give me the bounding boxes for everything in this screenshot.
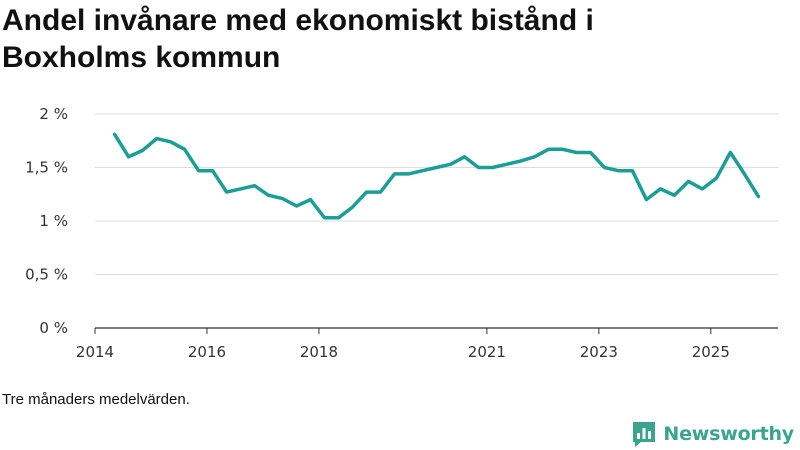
data-point <box>421 169 424 172</box>
series-layer <box>112 132 761 220</box>
chart-title: Andel invånare med ekonomiskt bistånd i … <box>2 2 792 76</box>
data-point <box>351 205 354 209</box>
data-point <box>365 190 368 194</box>
data-point <box>169 140 172 144</box>
chart-title-line-1: Andel invånare med ekonomiskt bistånd i <box>2 4 594 37</box>
data-point <box>729 151 732 154</box>
data-point <box>701 187 704 191</box>
newsworthy-logo-icon <box>633 422 656 447</box>
data-point <box>309 198 312 201</box>
x-tick-label: 2021 <box>468 343 506 361</box>
data-point <box>127 155 130 158</box>
series-line <box>112 132 761 220</box>
data-point <box>575 151 578 154</box>
data-point <box>225 190 228 194</box>
data-point <box>253 184 256 187</box>
data-point <box>141 149 144 152</box>
data-point <box>281 197 284 200</box>
data-point <box>477 166 480 169</box>
chart-footnote: Tre månaders medelvärden. <box>2 391 190 408</box>
brand-logo: Newsworthy <box>631 418 794 450</box>
x-tick-label: 2014 <box>76 343 114 361</box>
data-point <box>603 166 606 169</box>
data-point <box>183 148 186 151</box>
data-point <box>687 180 690 183</box>
y-tick-label: 1,5 % <box>25 159 68 177</box>
data-point <box>659 187 662 191</box>
data-point <box>379 190 382 194</box>
x-axis: 2014 2016 2018 2021 2023 2025 <box>76 327 778 361</box>
data-point <box>547 148 550 151</box>
y-tick-label: 0,5 % <box>25 266 68 284</box>
data-point <box>239 187 242 191</box>
data-point <box>449 163 452 166</box>
data-point <box>505 163 508 166</box>
data-point <box>435 166 438 169</box>
data-point <box>645 198 648 201</box>
x-tick-label: 2016 <box>188 343 226 361</box>
data-point <box>589 151 592 154</box>
y-tick-label: 0 % <box>39 319 68 337</box>
brand-name: Newsworthy <box>663 423 794 445</box>
data-point <box>295 204 298 208</box>
data-point <box>561 148 564 151</box>
data-point <box>533 155 536 158</box>
data-point <box>519 159 522 163</box>
data-point <box>673 194 676 197</box>
y-tick-label: 2 % <box>39 105 68 123</box>
chart-title-line-2: Boxholms kommun <box>2 41 281 74</box>
data-point <box>197 169 200 172</box>
data-point <box>323 216 326 219</box>
data-point <box>337 216 340 219</box>
data-point <box>267 194 270 197</box>
data-point <box>211 169 214 172</box>
data-point <box>113 133 116 136</box>
data-point <box>393 172 396 176</box>
data-point <box>743 172 746 176</box>
x-tick-label: 2018 <box>300 343 338 361</box>
data-point <box>715 177 718 180</box>
data-point <box>757 195 760 198</box>
data-point <box>491 166 494 169</box>
data-point <box>617 169 620 172</box>
data-point <box>407 172 410 176</box>
data-point <box>463 155 466 158</box>
y-tick-label: 1 % <box>39 212 68 230</box>
x-tick-label: 2023 <box>580 343 618 361</box>
y-axis-labels: 0 % 0,5 % 1 % 1,5 % 2 % <box>25 105 68 337</box>
x-tick-label: 2025 <box>692 343 730 361</box>
data-point <box>155 137 158 140</box>
data-point <box>631 169 634 172</box>
